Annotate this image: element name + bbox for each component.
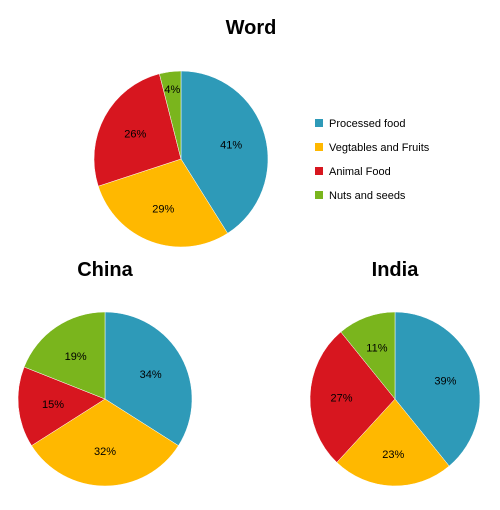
pie-label-china-vegtables-and-fruits: 32% (94, 446, 116, 458)
legend-swatch-processed-food (315, 119, 323, 127)
pie-slice-india-processed-food (394, 311, 481, 467)
legend-label-vegtables-fruits: Vegtables and Fruits (329, 142, 430, 154)
pie-label-india-animal-food: 27% (330, 392, 352, 404)
pie-chart-india: India 39% 23% 27% 11% (309, 259, 481, 487)
legend-label-processed-food: Processed food (329, 118, 405, 130)
pie-slice-china-nuts-and-seeds (23, 311, 106, 400)
pie-label-china-nuts-and-seeds: 19% (65, 351, 87, 363)
legend-label-animal-food: Animal Food (329, 166, 391, 178)
pie-slice-china-processed-food (104, 311, 193, 446)
pie-slice-china-animal-food (17, 366, 106, 446)
pie-label-china-animal-food: 15% (42, 399, 64, 411)
pie-label-word-nuts-and-seeds: 4% (164, 84, 180, 96)
pie-chart-word: Word 41% 29% 26% 4% (93, 17, 277, 248)
chart-title-india: India (372, 259, 420, 281)
pie-slice-word-vegtables-and-fruits (97, 158, 228, 248)
pie-slice-india-vegtables-and-fruits (336, 398, 450, 487)
pie-label-india-processed-food: 39% (434, 375, 456, 387)
pie-slice-china-vegtables-and-fruits (31, 398, 179, 487)
chart-title-word: Word (226, 17, 277, 39)
pie-slice-india-nuts-and-seeds (340, 311, 396, 400)
pie-label-word-processed-food: 41% (220, 139, 242, 151)
pie-label-word-animal-food: 26% (124, 129, 146, 141)
legend-swatch-nuts-seeds (315, 191, 323, 199)
legend-swatch-animal-food (315, 167, 323, 175)
pie-label-china-processed-food: 34% (140, 369, 162, 381)
pie-label-word-vegtables-and-fruits: 29% (152, 204, 174, 216)
legend-label-nuts-seeds: Nuts and seeds (329, 190, 406, 202)
pie-label-india-vegtables-and-fruits: 23% (382, 449, 404, 461)
pie-slice-word-processed-food (180, 70, 269, 234)
pie-slice-word-nuts-and-seeds (159, 70, 182, 160)
pie-chart-china: China 34% 32% 15% 19% (17, 259, 193, 487)
pie-slice-india-animal-food (309, 331, 396, 463)
chart-title-china: China (77, 259, 133, 281)
pie-slice-word-animal-food (93, 73, 182, 187)
legend-swatch-vegtables-fruits (315, 143, 323, 151)
chart-legend: Processed food Vegtables and Fruits Anim… (315, 118, 430, 202)
pie-label-india-nuts-and-seeds: 11% (366, 342, 387, 354)
